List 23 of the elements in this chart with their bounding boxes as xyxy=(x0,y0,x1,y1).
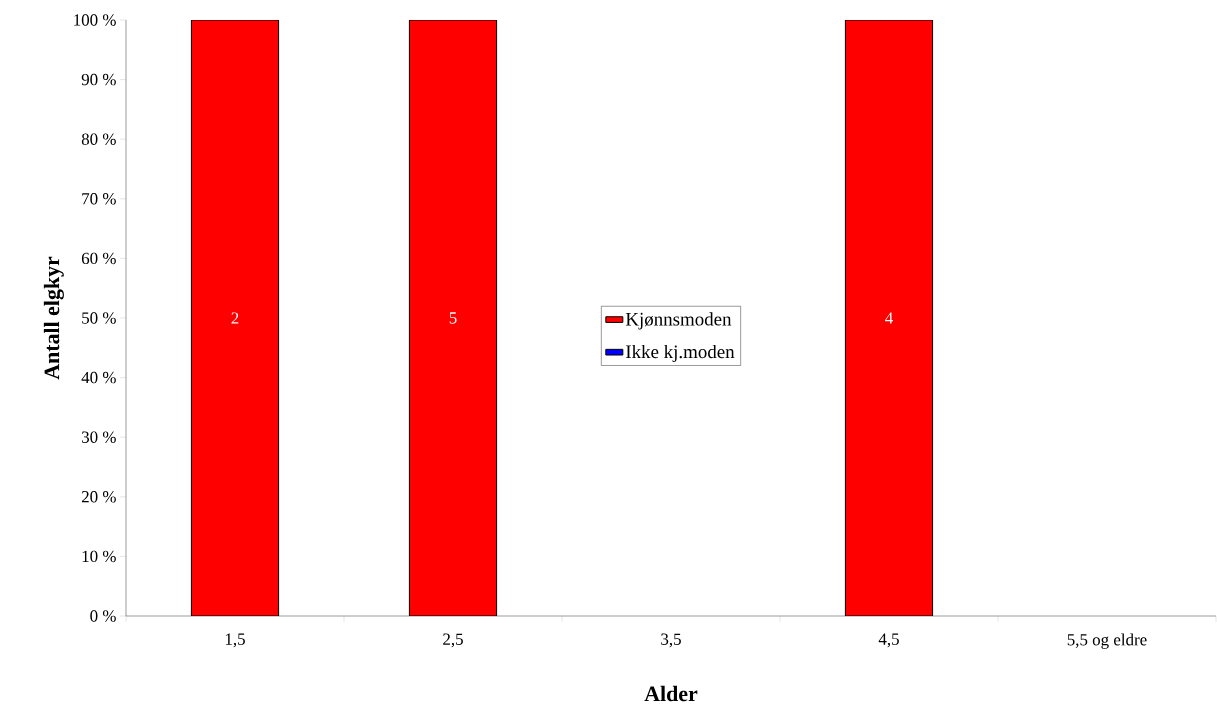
x-axis-title: Alder xyxy=(644,685,698,702)
annotation: 2 xyxy=(231,312,239,324)
y-tick-label: 60 % xyxy=(81,252,116,265)
y-tick-label: 20 % xyxy=(81,491,116,503)
x-tick-label: 3,5 xyxy=(661,633,681,648)
y-tick-label: 40 % xyxy=(81,371,116,384)
x-tick-label: 4,5 xyxy=(878,633,899,648)
y-tick-label: 50 % xyxy=(82,312,116,324)
y-tick-label: 100 % xyxy=(74,14,116,26)
y-tick-label: 80 % xyxy=(81,133,116,145)
annotation: 4 xyxy=(885,312,893,324)
y-tick-label: 0 % xyxy=(90,610,116,622)
y-tick-label: 10 % xyxy=(82,550,116,563)
y-tick-label: 70 % xyxy=(82,193,116,205)
y-tick-label: 30 % xyxy=(82,431,116,443)
y-axis-title: Antall elgkyr xyxy=(43,256,64,380)
x-tick-label: 1,5 xyxy=(225,633,245,648)
x-tick-label: 5,5 og eldre xyxy=(1067,633,1147,649)
x-tick-label: 2,5 xyxy=(443,633,463,648)
legend-label: Kjønnsmoden xyxy=(625,312,732,330)
annotation: 5 xyxy=(449,312,457,324)
y-tick-label: 90 % xyxy=(81,73,116,86)
legend-label: Ikke kj.moden xyxy=(626,344,735,363)
